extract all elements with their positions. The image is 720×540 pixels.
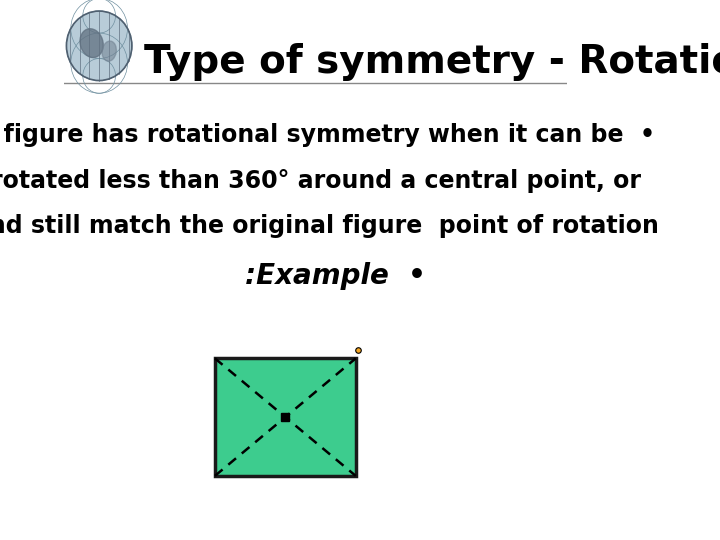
Text: :Example  •: :Example • bbox=[246, 262, 426, 290]
Text: and still match the original figure  point of rotation: and still match the original figure poin… bbox=[0, 214, 659, 238]
Text: rotated less than 360° around a central point, or: rotated less than 360° around a central … bbox=[0, 168, 641, 193]
Text: A figure has rotational symmetry when it can be  •: A figure has rotational symmetry when it… bbox=[0, 123, 654, 147]
Bar bbox=[215, 359, 356, 476]
Text: Type of symmetry - Rotation: Type of symmetry - Rotation bbox=[145, 43, 720, 81]
Circle shape bbox=[66, 11, 132, 80]
Ellipse shape bbox=[80, 29, 103, 58]
Ellipse shape bbox=[102, 41, 117, 61]
